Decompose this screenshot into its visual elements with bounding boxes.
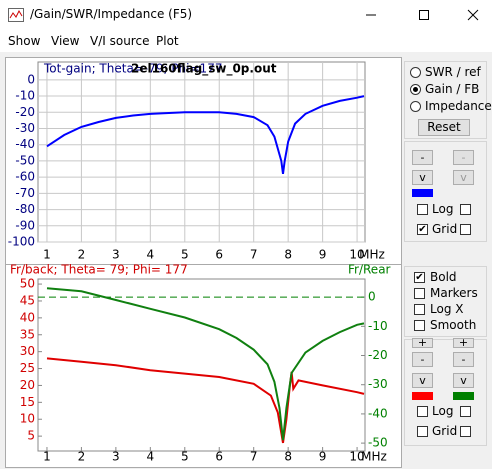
color-swatch [412,392,433,400]
checkbox[interactable] [460,426,471,437]
checkbox-label: Log [432,202,454,216]
button[interactable]: v [453,373,474,388]
checkbox[interactable] [460,204,471,215]
color-swatch [453,392,474,400]
menu-item[interactable]: View [51,34,80,48]
radio[interactable] [410,67,421,78]
button[interactable]: - [412,150,433,165]
checkbox[interactable]: ✔ [417,224,428,235]
checkbox[interactable] [414,320,425,331]
checkbox[interactable] [417,406,428,417]
menu-item[interactable]: V/I source [90,34,150,48]
group [404,266,487,337]
group [404,141,487,242]
radio[interactable] [410,101,421,112]
checkbox[interactable] [414,288,425,299]
checkbox-label: Grid [432,222,458,236]
radio-label: SWR / ref [425,65,481,79]
group [404,61,487,139]
checkbox-label: Grid [432,424,458,438]
checkbox[interactable] [417,426,428,437]
checkbox[interactable] [460,224,471,235]
menu-bar: Show View V/I source Plot [0,30,492,52]
button[interactable]: v [412,373,433,388]
checkbox[interactable] [417,204,428,215]
button[interactable]: + [453,337,474,348]
plot-panel [5,264,402,468]
menu-item[interactable]: Plot [156,34,179,48]
checkbox[interactable]: ✔ [414,272,425,283]
radio-label: Impedance [425,99,492,113]
button[interactable]: + [412,337,433,348]
button[interactable]: Reset [418,119,470,136]
radio-label: Gain / FB [425,82,480,96]
checkbox-label: Bold [430,270,457,284]
app-icon [8,8,24,22]
title-bar: /Gain/SWR/Impedance (F5) [0,0,492,30]
checkbox[interactable] [460,406,471,417]
group [404,339,487,446]
plot-panel [5,57,402,265]
color-swatch [412,189,433,197]
menu-item[interactable]: Show [8,34,41,48]
checkbox[interactable] [414,304,425,315]
window-controls[interactable] [356,0,492,30]
button[interactable]: - [412,352,433,367]
window-title: /Gain/SWR/Impedance (F5) [30,7,193,21]
radio[interactable] [410,84,421,95]
checkbox-label: Log [432,404,454,418]
button[interactable]: v [453,170,474,185]
button[interactable]: - [453,352,474,367]
checkbox-label: Markers [430,286,478,300]
button[interactable]: v [412,170,433,185]
button[interactable]: - [453,150,474,165]
checkbox-label: Smooth [430,318,477,332]
checkbox-label: Log X [430,302,464,316]
